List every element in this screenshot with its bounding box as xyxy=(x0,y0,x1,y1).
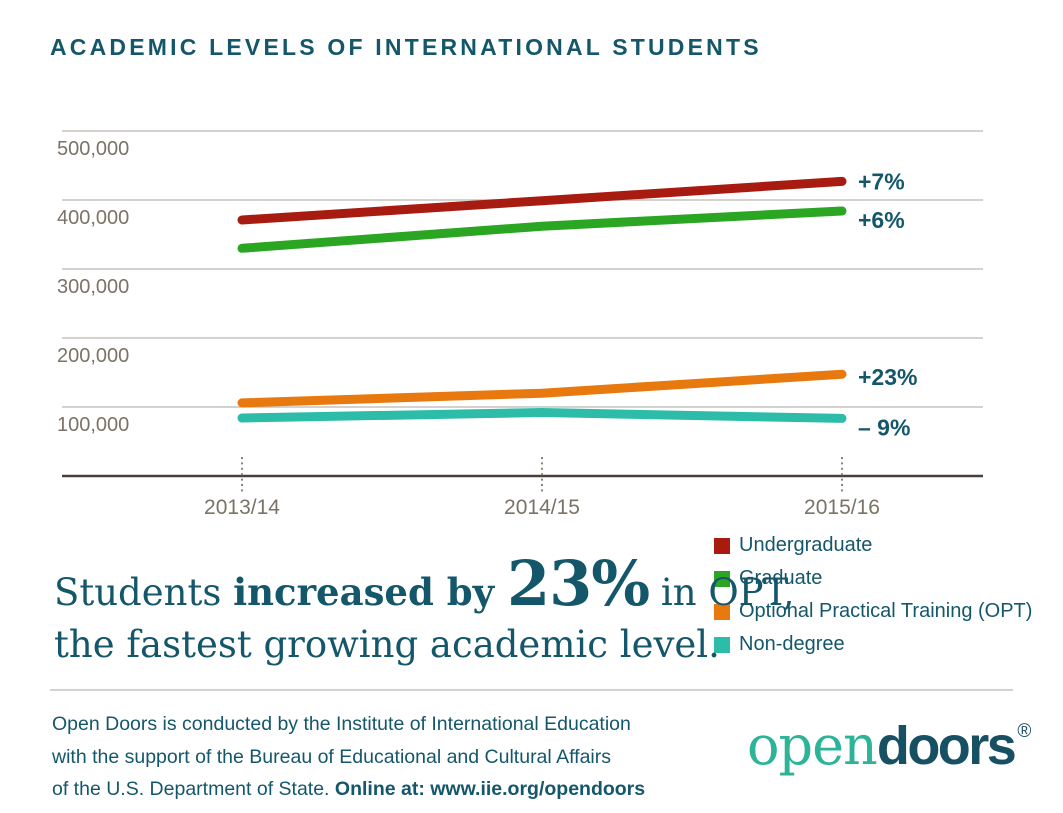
x-axis-label: 2013/14 xyxy=(204,496,280,519)
footer-credits: Open Doors is conducted by the Institute… xyxy=(52,708,645,806)
x-axis-label: 2015/16 xyxy=(804,496,880,519)
series-end-label-undergraduate: +7% xyxy=(858,168,905,194)
opendoors-logo: opendoors ® xyxy=(747,718,1031,788)
legend-label: Non-degree xyxy=(739,633,845,655)
statement-text: Students xyxy=(54,571,234,614)
y-axis-label: 100,000 xyxy=(57,414,129,436)
series-end-label-non-degree: – 9% xyxy=(858,414,910,440)
series-line-undergraduate xyxy=(237,176,847,225)
series-end-label-optional-practical-training-opt: +23% xyxy=(858,364,917,390)
footer-divider xyxy=(50,689,1013,691)
logo-open-text: open xyxy=(747,714,878,777)
legend-label: Optional Practical Training (OPT) xyxy=(739,600,1033,622)
chart-svg: 500,000 400,000 300,000 200,000 100,000 2013/… xyxy=(57,130,983,519)
series-line-non-degree xyxy=(237,408,847,423)
statement-line-1: Students increased by 23% in OPT, xyxy=(54,553,795,616)
footer-line-2: with the support of the Bureau of Educat… xyxy=(52,745,611,768)
statement-bold-text: increased by xyxy=(233,570,507,614)
legend-item-non-degree: Non-degree xyxy=(714,633,1032,655)
logo-doors-text: doors xyxy=(876,716,1017,776)
legend-swatch-opt xyxy=(714,603,730,620)
footer-line-1: Open Doors is conducted by the Institute… xyxy=(52,713,631,735)
legend: Undergraduate Graduate Optional Practica… xyxy=(714,534,1033,667)
series-line-graduate xyxy=(237,206,847,253)
statement-line-2: the fastest growing academic level. xyxy=(54,623,720,666)
y-axis-label: 200,000 xyxy=(57,345,129,367)
series-line-optional-practical-training-opt xyxy=(237,369,847,408)
statement: Students increased by 23% in OPT, the fa… xyxy=(54,553,795,668)
legend-item-graduate: Graduate xyxy=(714,567,1032,589)
footer-line-3: of the U.S. Department of State. Online … xyxy=(52,773,645,806)
legend-swatch-non-degree xyxy=(714,636,730,653)
legend-label: Graduate xyxy=(739,567,823,589)
legend-swatch-graduate xyxy=(714,570,730,587)
x-axis-label: 2014/15 xyxy=(504,496,580,519)
y-axis-label: 500,000 xyxy=(57,138,129,160)
legend-item-undergraduate: Undergraduate xyxy=(714,534,1032,556)
footer-text: of the U.S. Department of State. xyxy=(52,778,335,800)
legend-swatch-undergraduate xyxy=(714,537,730,554)
statement-text: in OPT, xyxy=(649,571,795,614)
footer-url: Online at: www.iie.org/opendoors xyxy=(334,778,646,800)
y-axis-label: 400,000 xyxy=(57,207,129,229)
statement-highlight-percent: 23% xyxy=(506,547,650,620)
legend-label: Undergraduate xyxy=(739,534,873,556)
y-axis-label: 300,000 xyxy=(57,276,129,298)
page-title: ACADEMIC LEVELS OF INTERNATIONAL STUDENT… xyxy=(50,34,762,60)
registered-trademark-icon: ® xyxy=(1017,721,1032,742)
series-end-label-graduate: +6% xyxy=(858,207,905,233)
legend-item-opt: Optional Practical Training (OPT) xyxy=(714,600,1033,622)
